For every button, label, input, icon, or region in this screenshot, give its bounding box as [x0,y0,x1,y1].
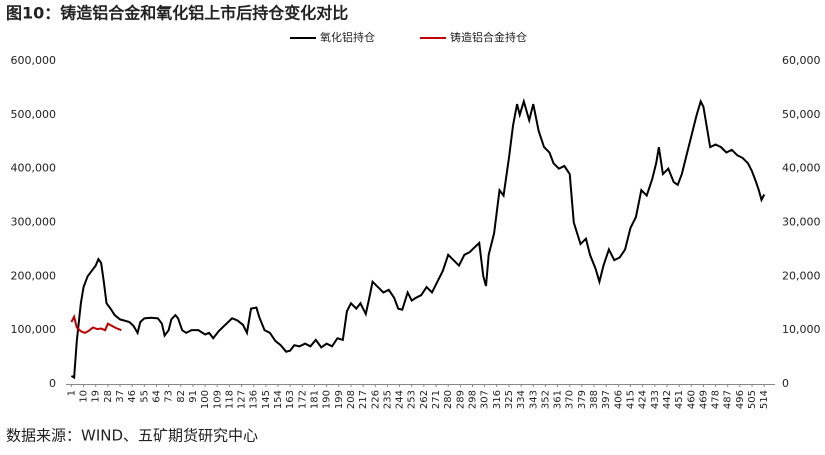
x-tick-label: 298 [467,390,478,409]
series-line [70,97,766,380]
x-tick-label: 262 [419,390,430,409]
x-tick-label: 64 [151,390,162,403]
x-tick-label: 91 [188,390,199,403]
x-tick-label: 37 [115,390,126,403]
x-tick-label: 271 [431,390,442,409]
x-tick-label: 190 [322,390,333,409]
x-tick-label: 442 [662,390,673,409]
legend-label: 氧化铝持仓 [320,30,375,44]
y-tick-label: 0 [49,377,56,390]
x-tick-label: 307 [480,390,491,409]
x-tick-label: 469 [698,390,709,409]
x-tick-label: 82 [176,390,187,403]
x-tick-label: 415 [625,390,636,409]
x-tick-label: 316 [492,390,503,409]
y2-tick-label: 0 [782,377,789,390]
y2-tick-label: 30,000 [782,216,821,229]
y2-tick-label: 50,000 [782,108,821,121]
y-tick-label: 200,000 [11,269,57,282]
y2-tick-label: 60,000 [782,54,821,67]
x-tick-label: 397 [601,390,612,409]
y2-tick-label: 20,000 [782,269,821,282]
y-tick-label: 300,000 [11,216,57,229]
x-tick-label: 478 [711,390,722,409]
x-tick-label: 433 [650,390,661,409]
x-tick-label: 487 [723,390,734,409]
x-tick-label: 514 [759,390,770,409]
x-tick-label: 226 [370,390,381,409]
legend-label: 铸造铝合金持仓 [450,30,527,44]
x-tick-label: 325 [504,390,515,409]
x-tick-label: 46 [127,390,138,403]
y2-tick-label: 10,000 [782,323,821,336]
x-tick-label: 388 [589,390,600,409]
x-tick-label: 253 [407,390,418,409]
x-tick-label: 406 [613,390,624,409]
x-tick-label: 505 [747,390,758,409]
x-tick-label: 55 [139,390,150,403]
x-tick-label: 244 [395,390,406,409]
x-tick-label: 379 [577,390,588,409]
y-tick-label: 400,000 [11,162,57,175]
series-line [70,313,122,334]
x-tick-label: 10 [79,390,90,403]
x-tick-label: 361 [553,390,564,409]
x-tick-label: 172 [297,390,308,409]
x-tick-label: 280 [443,390,454,409]
y2-tick-label: 40,000 [782,162,821,175]
x-tick-label: 181 [309,390,320,409]
y-tick-label: 600,000 [11,54,57,67]
y-tick-label: 100,000 [11,323,57,336]
x-tick-label: 208 [346,390,357,409]
x-tick-label: 217 [358,390,369,409]
x-tick-label: 451 [674,390,685,409]
x-tick-label: 235 [382,390,393,409]
x-tick-label: 334 [516,390,527,409]
x-tick-label: 118 [224,390,235,409]
x-tick-label: 370 [565,390,576,409]
x-tick-label: 73 [164,390,175,403]
x-tick-label: 136 [249,390,260,409]
y-tick-label: 500,000 [11,108,57,121]
chart-title: 图10：铸造铝合金和氧化铝上市后持仓变化对比 [6,4,348,23]
x-tick-label: 100 [200,390,211,409]
x-tick-label: 19 [91,390,102,403]
x-tick-label: 145 [261,390,272,409]
x-tick-label: 424 [638,390,649,409]
x-tick-label: 28 [103,390,114,403]
x-tick-label: 1 [66,390,77,396]
source-note: 数据来源：WIND、五矿期货研究中心 [6,427,258,445]
x-tick-label: 199 [334,390,345,409]
x-tick-label: 460 [686,390,697,409]
x-tick-label: 289 [455,390,466,409]
x-tick-label: 127 [237,390,248,409]
x-tick-label: 163 [285,390,296,409]
x-tick-label: 496 [735,390,746,409]
x-tick-label: 343 [528,390,539,409]
x-tick-label: 154 [273,390,284,409]
x-tick-label: 352 [540,390,551,409]
x-tick-label: 109 [212,390,223,409]
